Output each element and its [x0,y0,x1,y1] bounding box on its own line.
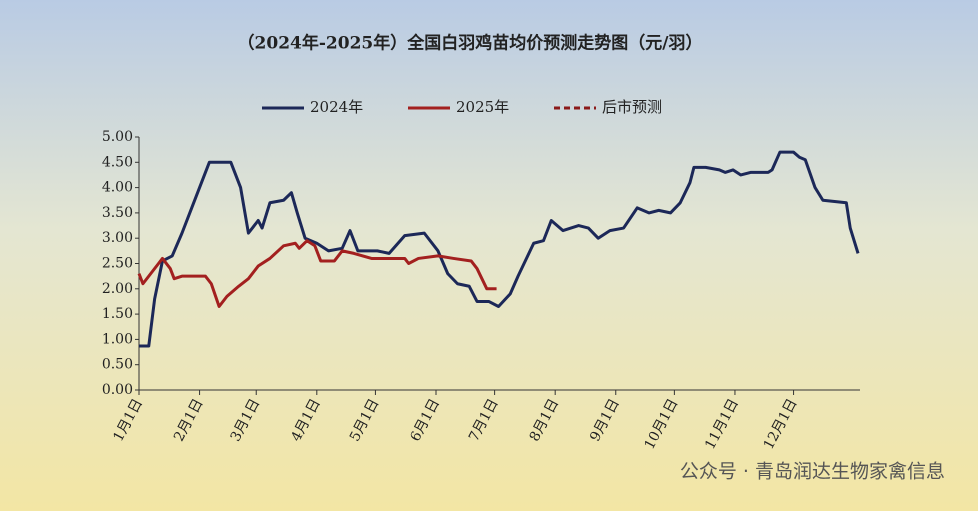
watermark: 公众号 · 青岛润达生物家禽信息 [680,461,945,483]
y-tick-label: 3.00 [102,230,133,246]
legend-label: 2024年 [310,98,363,116]
y-tick-label: 0.50 [102,357,133,373]
y-tick-label: 1.00 [102,331,133,347]
y-tick-label: 5.00 [102,129,133,145]
series-line [137,239,497,309]
legend-label: 2025年 [456,98,509,116]
series-line [139,150,860,348]
legend-label: 后市预测 [602,98,662,116]
y-tick-label: 3.50 [102,205,133,221]
y-tick-label: 2.50 [102,256,133,272]
y-tick-label: 1.50 [102,306,133,322]
y-tick-label: 0.00 [102,382,133,398]
y-tick-label: 4.50 [102,154,133,170]
y-tick-label: 2.00 [102,281,133,297]
y-tick-label: 4.00 [102,180,133,196]
chart-title: （2024年-2025年）全国白羽鸡苗均价预测走势图（元/羽） [238,33,703,54]
